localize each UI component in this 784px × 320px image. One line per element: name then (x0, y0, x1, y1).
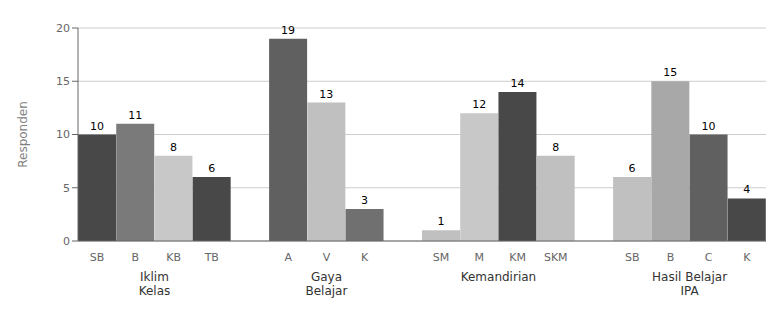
svg-text:14: 14 (510, 77, 524, 90)
svg-text:19: 19 (281, 24, 295, 37)
svg-text:10: 10 (56, 128, 70, 141)
svg-text:Belajar: Belajar (305, 284, 347, 298)
svg-text:KM: KM (509, 251, 526, 264)
svg-text:5: 5 (63, 182, 70, 195)
svg-text:Kelas: Kelas (139, 284, 171, 298)
svg-text:6: 6 (208, 162, 215, 175)
svg-text:Iklim: Iklim (140, 270, 169, 284)
svg-text:C: C (705, 251, 713, 264)
svg-text:10: 10 (702, 120, 716, 133)
svg-text:B: B (132, 251, 140, 264)
svg-text:V: V (323, 251, 331, 264)
svg-text:KB: KB (166, 251, 181, 264)
svg-text:13: 13 (319, 88, 333, 101)
svg-text:3: 3 (361, 194, 368, 207)
svg-text:1: 1 (438, 215, 445, 228)
svg-text:0: 0 (63, 235, 70, 248)
svg-text:20: 20 (56, 22, 70, 35)
svg-text:10: 10 (90, 120, 104, 133)
svg-text:SKM: SKM (544, 251, 568, 264)
svg-text:K: K (361, 251, 369, 264)
svg-text:SB: SB (90, 251, 105, 264)
svg-text:8: 8 (170, 141, 177, 154)
svg-text:K: K (743, 251, 751, 264)
svg-text:Kemandirian: Kemandirian (461, 270, 536, 284)
svg-text:15: 15 (663, 66, 677, 79)
svg-text:A: A (284, 251, 292, 264)
svg-text:11: 11 (128, 109, 142, 122)
svg-text:SM: SM (433, 251, 449, 264)
svg-text:4: 4 (743, 183, 750, 196)
svg-text:Gaya: Gaya (311, 270, 342, 284)
svg-text:M: M (475, 251, 485, 264)
svg-text:8: 8 (552, 141, 559, 154)
svg-text:Hasil Belajar: Hasil Belajar (652, 270, 727, 284)
svg-text:B: B (667, 251, 675, 264)
svg-text:SB: SB (625, 251, 640, 264)
svg-text:6: 6 (629, 162, 636, 175)
svg-text:TB: TB (204, 251, 219, 264)
svg-text:IPA: IPA (680, 284, 699, 298)
svg-text:Responden: Responden (16, 101, 30, 168)
svg-text:12: 12 (472, 98, 486, 111)
svg-text:15: 15 (56, 75, 70, 88)
